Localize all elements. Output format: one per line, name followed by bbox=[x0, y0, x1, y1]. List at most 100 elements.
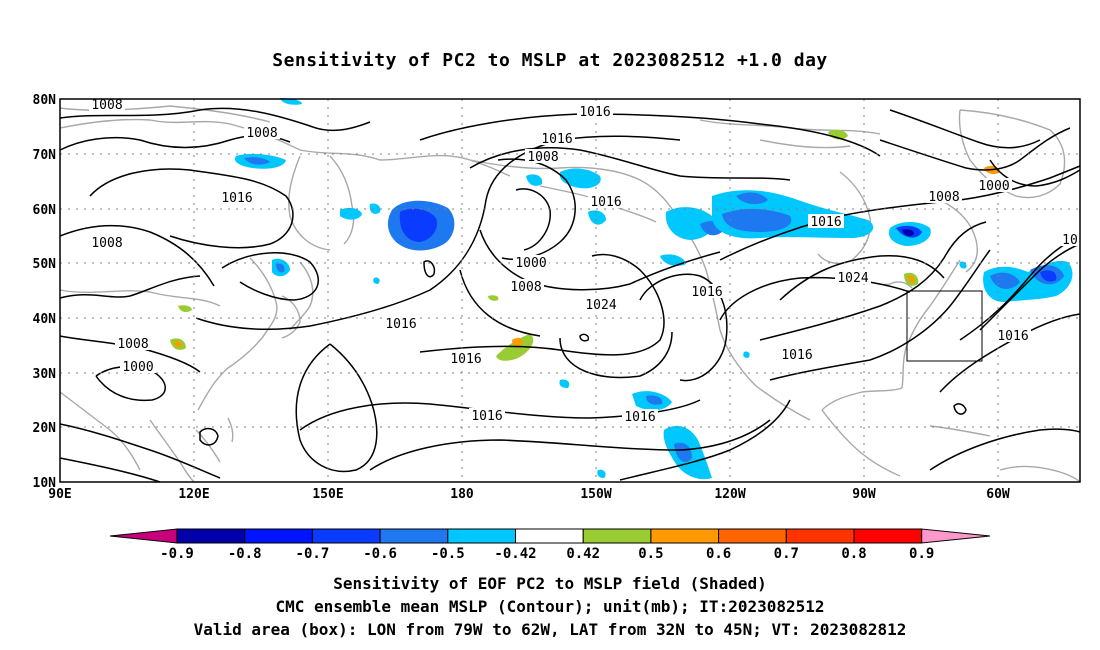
lon-label-60w: 60W bbox=[986, 487, 1010, 502]
contour-label: 1016 bbox=[450, 352, 481, 367]
contour-label: 1016 bbox=[781, 348, 812, 363]
colorbar: -0.9 -0.8 -0.7 -0.6 -0.5 -0.42 0.42 0.5 0.6 0.7 0.… bbox=[109, 528, 991, 562]
colorbar-box bbox=[718, 528, 787, 544]
lat-label-70n: 70N bbox=[33, 148, 57, 163]
contour-label: 1016 bbox=[810, 215, 841, 230]
caption-valid-area: Valid area (box): LON from 79W to 62W, L… bbox=[193, 620, 907, 639]
colorbar-label: 0.8 bbox=[841, 546, 866, 562]
contour-label-bg bbox=[779, 347, 815, 361]
contour-label-bg bbox=[588, 194, 624, 208]
colorbar-label: 0.42 bbox=[566, 546, 600, 562]
sensitivity-shading bbox=[170, 98, 1073, 480]
caption-contour: CMC ensemble mean MSLP (Contour); unit(m… bbox=[275, 597, 825, 616]
contour-label-bg bbox=[508, 279, 544, 293]
lon-label-150e: 150E bbox=[312, 487, 343, 502]
contour-label: 1008 bbox=[91, 98, 122, 113]
lon-label-150w: 150W bbox=[580, 487, 611, 502]
contour-label-bg bbox=[219, 190, 255, 204]
contour-label-bg bbox=[539, 131, 575, 145]
contour-label: 1016 bbox=[624, 410, 655, 425]
lon-label-90e: 90E bbox=[48, 487, 71, 502]
lat-label-30n: 30N bbox=[33, 367, 57, 382]
contour-label-bg bbox=[513, 255, 549, 269]
lon-label-120w: 120W bbox=[714, 487, 745, 502]
colorbar-label: -0.9 bbox=[160, 546, 194, 562]
contour-label-bg bbox=[448, 351, 484, 365]
colorbar-label: -0.5 bbox=[431, 546, 465, 562]
contour-label: 1008 bbox=[246, 126, 277, 141]
colorbar-box bbox=[311, 528, 381, 544]
map-panel: 1008 1008 1016 1008 1016 1016 1008 1016 1000 1008… bbox=[59, 97, 1081, 483]
colorbar-box bbox=[244, 528, 313, 544]
colorbar-under-triangle bbox=[109, 528, 178, 544]
colorbar-box bbox=[379, 528, 449, 544]
colorbar-box bbox=[650, 528, 720, 544]
contour-label-bg bbox=[976, 178, 1012, 192]
contour-label-bg bbox=[120, 359, 156, 373]
colorbar-box bbox=[853, 528, 923, 544]
contour-label: 1000 bbox=[122, 360, 153, 375]
colorbar-box bbox=[582, 528, 652, 544]
colorbar-box bbox=[515, 528, 584, 544]
colorbar-label: 0.7 bbox=[774, 546, 799, 562]
lat-axis-labels: 80N 70N 60N 50N 40N 30N 20N 10N bbox=[33, 93, 57, 491]
colorbar-box bbox=[785, 528, 855, 544]
contour-label-bg bbox=[995, 328, 1031, 342]
contour-label: 1000 bbox=[515, 256, 546, 271]
contour-label-bg bbox=[525, 149, 561, 163]
colorbar-box bbox=[447, 528, 516, 544]
contour-label-bg bbox=[469, 408, 505, 422]
lat-label-50n: 50N bbox=[33, 257, 57, 272]
contour-label-bg bbox=[583, 297, 619, 311]
colorbar-box bbox=[176, 528, 246, 544]
contour-label-bg bbox=[244, 125, 280, 139]
contour-label: 1008 bbox=[117, 337, 148, 352]
valid-area-box bbox=[906, 290, 983, 362]
contour-label-bg bbox=[89, 97, 125, 111]
contour-label: 1016 bbox=[541, 132, 572, 147]
contour-label: 1024 bbox=[837, 271, 868, 286]
contour-label: 1024 bbox=[585, 298, 616, 313]
lat-label-20n: 20N bbox=[33, 421, 57, 436]
colorbar-over-triangle bbox=[921, 528, 991, 544]
contour-label-bg bbox=[808, 214, 844, 228]
colorbar-label: -0.7 bbox=[296, 546, 330, 562]
lat-lon-grid bbox=[60, 99, 1080, 482]
contour-label: 1008 bbox=[527, 150, 558, 165]
contour-label: 10 bbox=[1062, 233, 1078, 248]
contour-label: 1016 bbox=[590, 195, 621, 210]
contour-label: 1000 bbox=[978, 179, 1009, 194]
colorbar-label: -0.42 bbox=[494, 546, 536, 562]
contour-label: 1016 bbox=[691, 285, 722, 300]
contour-label: 1008 bbox=[91, 236, 122, 251]
lon-label-180: 180 bbox=[450, 487, 474, 502]
contour-label: 1008 bbox=[510, 280, 541, 295]
lat-label-40n: 40N bbox=[33, 312, 57, 327]
contour-label: 1008 bbox=[928, 190, 959, 205]
contour-label-bg bbox=[577, 104, 613, 118]
contour-label: 1016 bbox=[471, 409, 502, 424]
contour-label: 1016 bbox=[221, 191, 252, 206]
lat-label-80n: 80N bbox=[33, 93, 57, 108]
contour-label-bg bbox=[622, 409, 658, 423]
contour-label-bg bbox=[1060, 232, 1080, 246]
caption-shading: Sensitivity of EOF PC2 to MSLP field (Sh… bbox=[333, 574, 767, 593]
contour-labels: 1008 1008 1016 1008 1016 1016 1008 1016 1000 1008… bbox=[89, 97, 1080, 425]
colorbar-label: 0.5 bbox=[638, 546, 663, 562]
colorbar-label: -0.6 bbox=[363, 546, 397, 562]
contour-label-bg bbox=[926, 189, 962, 203]
colorbar-label: -0.8 bbox=[228, 546, 262, 562]
lon-axis-labels: 90E 120E 150E 180 150W 120W 90W 60W bbox=[48, 487, 1010, 502]
lat-label-10n: 10N bbox=[33, 476, 57, 491]
contour-label: 1016 bbox=[385, 317, 416, 332]
contour-label: 1016 bbox=[579, 105, 610, 120]
colorbar-label: 0.6 bbox=[706, 546, 731, 562]
contour-label-bg bbox=[689, 284, 725, 298]
contour-label-bg bbox=[835, 270, 871, 284]
colorbar-label: 0.9 bbox=[909, 546, 934, 562]
contour-label: 1016 bbox=[997, 329, 1028, 344]
contour-label-bg bbox=[383, 316, 419, 330]
contour-label-bg bbox=[89, 235, 125, 249]
lon-label-90w: 90W bbox=[852, 487, 876, 502]
